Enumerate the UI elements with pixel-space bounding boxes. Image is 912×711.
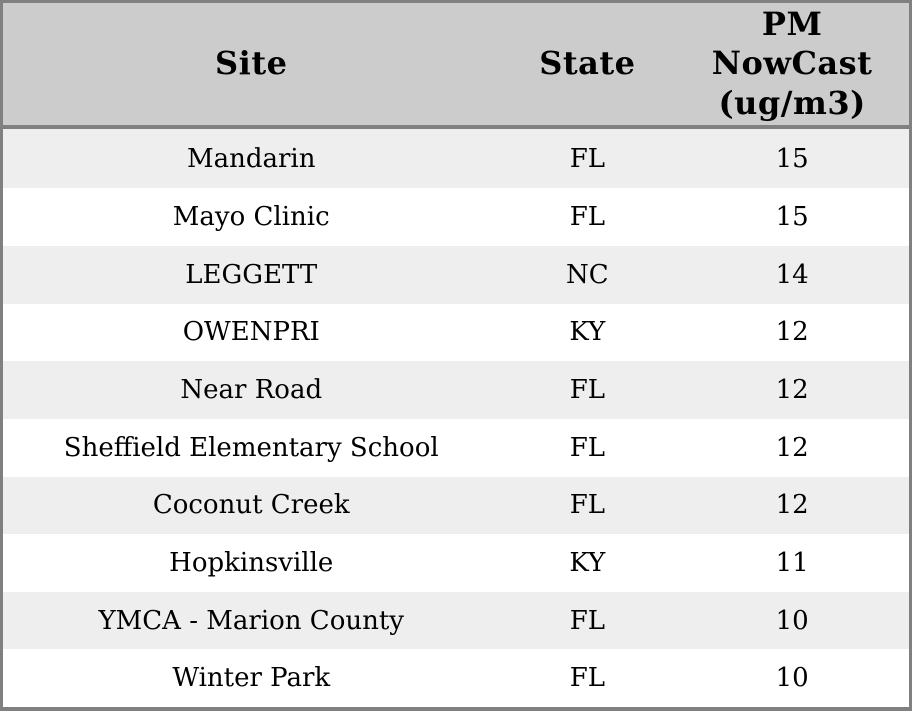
cell-state: FL [499, 188, 676, 247]
cell-pm-nowcast: 10 [675, 591, 909, 650]
cell-site: Mandarin [3, 127, 500, 189]
header-row: Site State PM NowCast (ug/m3) [3, 3, 909, 129]
cell-site: OWENPRI [3, 303, 500, 362]
cell-state: KY [499, 534, 676, 592]
cell-state: FL [499, 127, 676, 189]
cell-site: Mayo Clinic [3, 188, 500, 247]
cell-site: Coconut Creek [3, 476, 500, 535]
cell-pm-nowcast: 12 [675, 303, 909, 362]
cell-state: FL [499, 591, 676, 650]
pm-nowcast-table: Site State PM NowCast (ug/m3) Mandarin F… [3, 3, 909, 707]
cell-pm-nowcast: 11 [675, 534, 909, 592]
column-header-pm-nowcast-label: PM NowCast (ug/m3) [711, 5, 873, 122]
cell-pm-nowcast: 15 [675, 188, 909, 247]
cell-pm-nowcast: 10 [675, 649, 909, 707]
column-header-pm-nowcast: PM NowCast (ug/m3) [675, 3, 909, 129]
cell-site: LEGGETT [3, 246, 500, 304]
table-row: Mayo Clinic FL 15 [3, 188, 909, 247]
cell-pm-nowcast: 12 [675, 476, 909, 535]
table-row: Near Road FL 12 [3, 361, 909, 419]
cell-state: FL [499, 418, 676, 477]
table-row: Hopkinsville KY 11 [3, 534, 909, 592]
cell-pm-nowcast: 14 [675, 246, 909, 304]
table-row: Mandarin FL 15 [3, 127, 909, 189]
table-row: YMCA - Marion County FL 10 [3, 591, 909, 650]
cell-state: FL [499, 361, 676, 419]
cell-state: NC [499, 246, 676, 304]
table-row: Winter Park FL 10 [3, 649, 909, 707]
cell-pm-nowcast: 12 [675, 418, 909, 477]
cell-site: Hopkinsville [3, 534, 500, 592]
table-row: Sheffield Elementary School FL 12 [3, 418, 909, 477]
cell-state: KY [499, 303, 676, 362]
column-header-state: State [499, 3, 676, 129]
table-row: LEGGETT NC 14 [3, 246, 909, 304]
column-header-site: Site [3, 3, 500, 129]
cell-state: FL [499, 649, 676, 707]
cell-site: Sheffield Elementary School [3, 418, 500, 477]
cell-site: YMCA - Marion County [3, 591, 500, 650]
cell-site: Winter Park [3, 649, 500, 707]
table-row: Coconut Creek FL 12 [3, 476, 909, 535]
cell-pm-nowcast: 15 [675, 127, 909, 189]
cell-state: FL [499, 476, 676, 535]
cell-pm-nowcast: 12 [675, 361, 909, 419]
column-header-site-label: Site [215, 44, 288, 83]
column-header-state-label: State [539, 44, 636, 83]
cell-site: Near Road [3, 361, 500, 419]
table-row: OWENPRI KY 12 [3, 303, 909, 362]
